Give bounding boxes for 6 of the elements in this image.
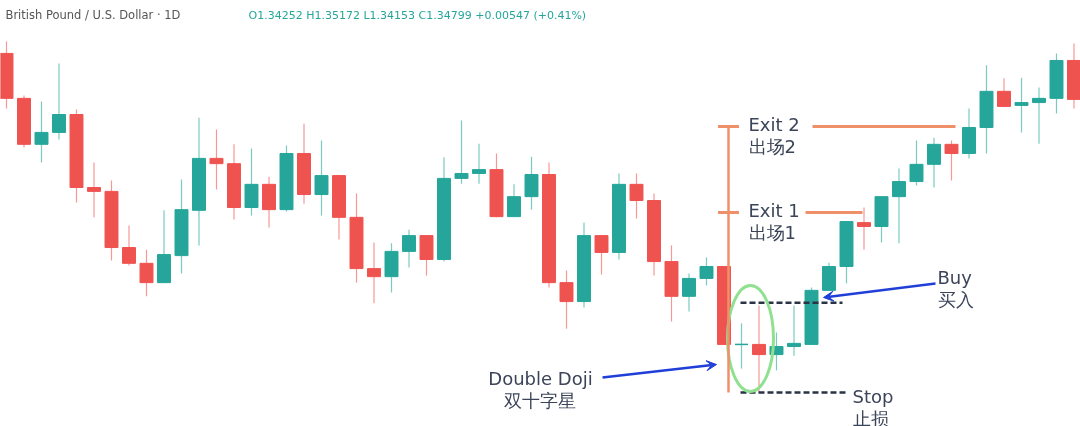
annotation: Double Doji 双十字星 [488, 367, 593, 411]
ref-line-label: Exit 1 出场1 [748, 200, 800, 244]
ref-line-label: Buy 买入 [937, 266, 974, 310]
ref-line-label: Exit 2 出场2 [748, 114, 800, 158]
chart-subtitle: O1.34252 H1.35172 L1.34153 C1.34799 +0.00547 (+0.41%) [248, 8, 587, 22]
chart-title: British Pound / U.S. Dollar · 1D [5, 7, 181, 22]
